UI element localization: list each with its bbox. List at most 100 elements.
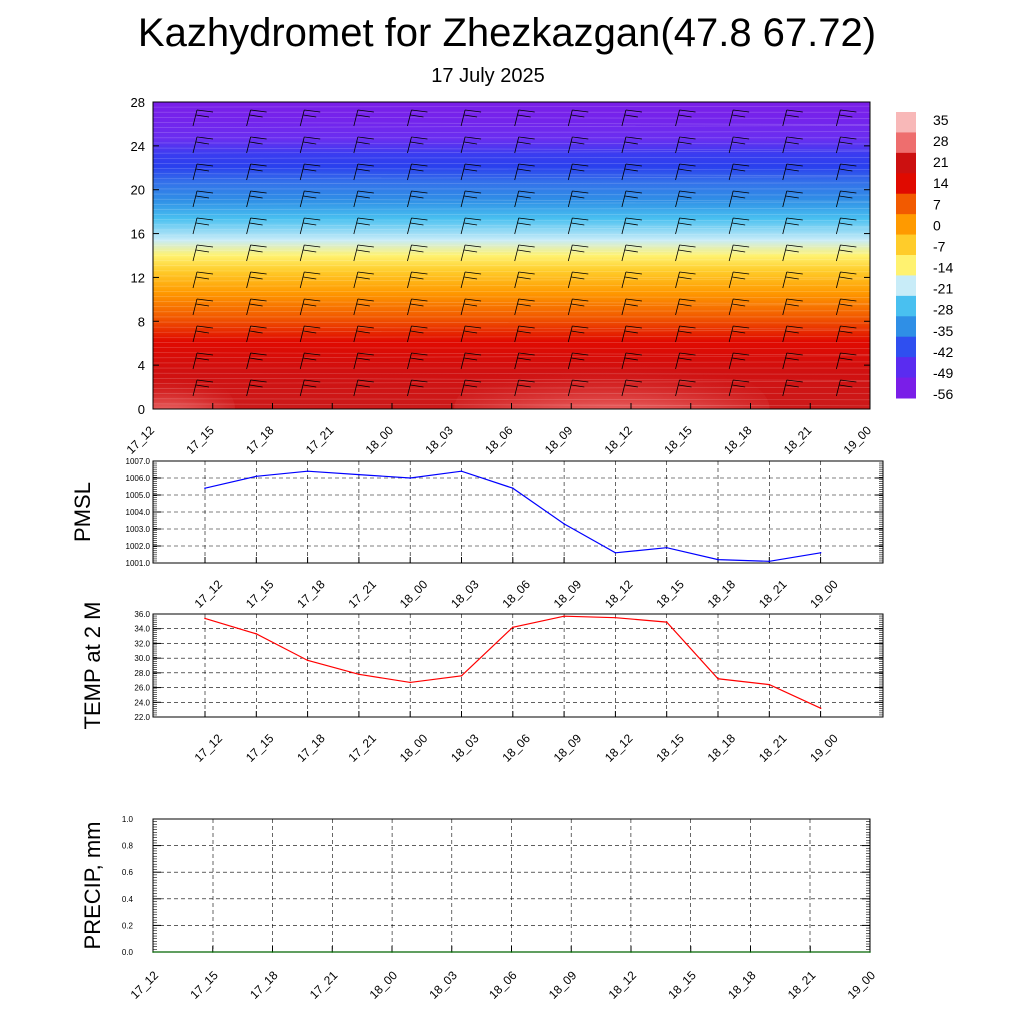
wind-barb [464, 249, 478, 253]
wind-barb [250, 109, 267, 113]
wind-barb [353, 271, 359, 289]
wind-barb [465, 271, 482, 275]
colorbar-label: 21 [933, 154, 949, 170]
contour-line [153, 150, 870, 154]
x-tick-label: 18_21 [756, 577, 790, 611]
wind-barb [246, 109, 252, 127]
wind-barb [786, 190, 803, 194]
wind-barb [572, 136, 589, 140]
colorbar-label: 35 [933, 112, 949, 128]
wind-barb [303, 384, 317, 388]
wind-barb [839, 141, 853, 145]
wind-barb [732, 168, 746, 172]
wind-barb [514, 352, 520, 370]
wind-barb [465, 136, 482, 140]
contour-line [153, 398, 870, 401]
colorbar-swatch [896, 152, 916, 174]
wind-barb [303, 222, 317, 226]
wind-barb [304, 136, 321, 140]
wind-barb [411, 352, 428, 356]
wind-barb [356, 195, 370, 199]
wind-barb [514, 136, 520, 154]
wind-barb [675, 379, 680, 397]
x-tick-label: 17_12 [128, 968, 162, 1002]
x-tick-label: 19_00 [807, 731, 841, 765]
wind-barb [624, 168, 638, 172]
wind-barb [249, 168, 263, 172]
x-tick-label: 18_18 [705, 731, 739, 765]
wind-barb [195, 384, 210, 388]
wind-barb [782, 298, 788, 316]
contour-line [153, 381, 870, 384]
wind-barb [625, 244, 642, 248]
y-tick-label: 12 [131, 270, 145, 285]
wind-barb [460, 163, 466, 181]
wind-barb [304, 271, 321, 275]
wind-barb [299, 379, 305, 397]
x-tick-label: 17_21 [346, 731, 380, 765]
colorbar-swatch [896, 336, 916, 358]
wind-barb [624, 195, 638, 199]
contour-line [153, 168, 870, 170]
contour-line [153, 250, 870, 253]
wind-barb [625, 217, 642, 221]
wind-barb [514, 109, 520, 127]
wind-barb [785, 114, 799, 118]
wind-barb [728, 217, 734, 235]
wind-barb [621, 379, 627, 397]
data-point [869, 951, 871, 953]
data-point [563, 615, 565, 618]
data-point [460, 470, 463, 473]
wind-barb [621, 325, 627, 343]
wind-barb [460, 352, 466, 370]
wind-barb [196, 190, 214, 194]
colorbar-swatch [896, 234, 916, 256]
y-tick-label: 8 [138, 314, 145, 329]
wind-barb [782, 217, 788, 235]
wind-barb [192, 298, 198, 316]
wind-barb [299, 163, 305, 181]
wind-barb [678, 276, 692, 280]
wind-barb [785, 303, 799, 307]
wind-barb [839, 114, 853, 118]
wind-barb [567, 190, 573, 208]
wind-barb [299, 190, 305, 208]
contour-line [153, 156, 870, 159]
wind-barb [250, 136, 267, 140]
wind-barb [732, 330, 746, 334]
contour-line [153, 147, 870, 151]
data-point [512, 487, 514, 490]
y-tick-label: 32.0 [134, 639, 150, 648]
wind-barb [356, 303, 370, 307]
x-tick-label: 18_03 [426, 968, 460, 1002]
wind-barb [518, 379, 535, 383]
x-tick-label: 17_15 [243, 577, 277, 611]
wind-barb [192, 136, 198, 154]
wind-barb [411, 136, 428, 140]
wind-barb [249, 249, 263, 253]
wind-barb [357, 271, 374, 275]
wind-barb [357, 244, 374, 248]
wind-barb [733, 190, 750, 194]
wind-barb [465, 190, 482, 194]
wind-barb [728, 163, 734, 181]
wind-barb [678, 330, 692, 334]
colorbar-label: 7 [933, 196, 941, 212]
colorbar-label: -56 [933, 386, 953, 402]
contour-line [153, 117, 870, 119]
wind-barb [733, 136, 750, 140]
wind-barb [732, 276, 746, 280]
wind-barb [357, 325, 374, 329]
wind-barb [518, 217, 535, 221]
wind-barb [304, 109, 321, 113]
y-tick-label: 0.0 [122, 948, 134, 957]
wind-barb [732, 249, 746, 253]
wind-barb [464, 222, 478, 226]
wind-barb [517, 141, 531, 145]
wind-barb [299, 136, 305, 154]
x-tick-label: 18_00 [363, 423, 397, 457]
data-point [665, 621, 668, 623]
wind-barb [410, 168, 424, 172]
wind-barb [357, 352, 374, 356]
wind-barb [246, 163, 252, 181]
